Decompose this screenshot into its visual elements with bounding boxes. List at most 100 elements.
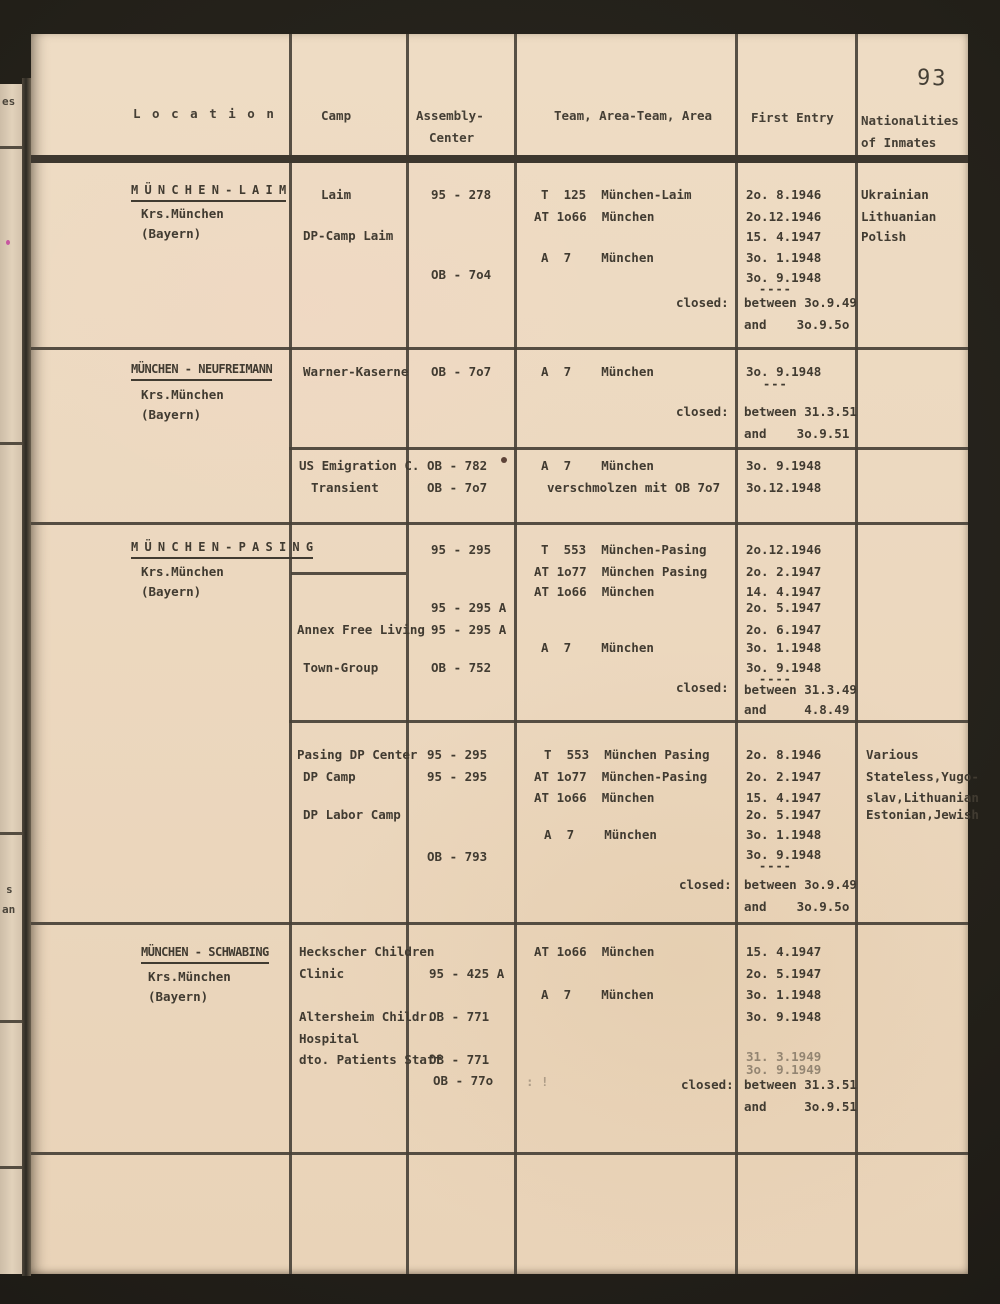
closed-between: between 31.3.51 (744, 404, 857, 419)
closed-between: between 3o.9.49 (744, 295, 857, 310)
location-kreis: Krs.München (141, 564, 224, 579)
first-entry-date: 3o. 1.1948 (746, 987, 822, 1002)
first-entry-date: 3o. 9.1948 (746, 1009, 822, 1024)
first-entry-date-faded: 3o. 9.1949 (746, 1062, 822, 1077)
edge-rule (0, 832, 22, 835)
row-rule (31, 347, 968, 350)
strike-dashes: ---- (759, 672, 792, 686)
edge-rule (0, 146, 22, 149)
assembly-code: 95 - 295 (427, 747, 488, 762)
strike-dashes: ---- (759, 282, 792, 296)
first-entry-date: 14. 4.1947 (746, 584, 822, 599)
team-entry: A 7 München (541, 987, 654, 1002)
camp-name: DP Labor Camp (303, 807, 401, 822)
camp-name: Altersheim Childr. (299, 1009, 435, 1024)
nationality: Various (866, 747, 919, 762)
first-entry-date: 2o. 8.1946 (746, 747, 822, 762)
location-title: M Ü N C H E N - P A S I N G (131, 540, 313, 559)
location-state: (Bayern) (148, 989, 209, 1004)
team-entry: T 553 München Pasing (544, 747, 710, 762)
camp-name: US Emigration C. (299, 458, 420, 473)
header-camp: Camp (321, 108, 352, 123)
first-entry-date: 2o. 2.1947 (746, 769, 822, 784)
first-entry-date: 3o. 1.1948 (746, 827, 822, 842)
assembly-code: OB - 771 (429, 1052, 490, 1067)
closed-and: and 3o.9.5o (744, 899, 850, 914)
document-page: 93 L o c a t i o n Camp Assembly- Center… (31, 34, 979, 1274)
team-entry: AT 1o66 München (534, 790, 655, 805)
facing-page-edge: es s an (0, 84, 22, 1274)
closed-and: and 3o.9.5o (744, 317, 850, 332)
assembly-code: 95 - 278 (431, 187, 492, 202)
closed-label: closed: (676, 404, 729, 419)
camp-name: Laim (321, 187, 352, 202)
first-entry-date: 3o.12.1948 (746, 480, 822, 495)
assembly-code: OB - 782 (427, 458, 488, 473)
assembly-code: OB - 771 (429, 1009, 490, 1024)
closed-between: between 3o.9.49 (744, 877, 857, 892)
edge-rule (0, 442, 22, 445)
first-entry-date: 3o. 9.1948 (746, 660, 822, 675)
assembly-code: OB - 752 (431, 660, 492, 675)
camp-name: Heckscher Children (299, 944, 435, 959)
first-entry-date: 3o. 9.1948 (746, 270, 822, 285)
first-entry-date: 2o. 6.1947 (746, 622, 822, 637)
cell-rule (291, 572, 406, 575)
camp-name: Warner-Kaserne (303, 364, 409, 379)
first-entry-date: 2o. 2.1947 (746, 564, 822, 579)
team-entry: AT 1o77 München-Pasing (534, 769, 708, 784)
column-rule (855, 34, 858, 1274)
header-team: Team, Area-Team, Area (554, 108, 713, 123)
closed-label: closed: (679, 877, 732, 892)
camp-name: DP Camp (303, 769, 356, 784)
nationality: Polish (861, 229, 907, 244)
row-rule (31, 522, 968, 525)
location-state: (Bayern) (141, 226, 202, 241)
camp-name: Clinic (299, 966, 345, 981)
location-title: MÜNCHEN - NEUFREIMANN (131, 362, 273, 381)
assembly-code: 95 - 295 A (431, 622, 507, 637)
team-entry: A 7 München (544, 827, 657, 842)
nationality: Estonian,Jewish (866, 807, 979, 822)
assembly-code: OB - 7o7 (431, 364, 492, 379)
closed-between: between 31.3.51 (744, 1077, 857, 1092)
strike-dashes: ---- (759, 859, 792, 873)
ink-dot (501, 457, 507, 463)
team-entry: T 125 München-Laim (541, 187, 692, 202)
column-rule (735, 34, 738, 1274)
location-kreis: Krs.München (141, 387, 224, 402)
nationality: slav,Lithuanian (866, 790, 979, 805)
column-rule (406, 34, 409, 1274)
header-location: L o c a t i o n (133, 106, 276, 121)
camp-name: DP-Camp Laim (303, 228, 394, 243)
nationality: Stateless,Yugo- (866, 769, 979, 784)
closed-label: closed: (676, 680, 729, 695)
edge-rule (0, 1020, 22, 1023)
strike-dashes: --- (763, 377, 788, 391)
location-state: (Bayern) (141, 407, 202, 422)
assembly-code: 95 - 295 (427, 769, 488, 784)
first-entry-date: 2o.12.1946 (746, 542, 822, 557)
first-entry-date: 2o.12.1946 (746, 209, 822, 224)
team-entry: AT 1o66 München (534, 944, 655, 959)
closed-label: closed: (681, 1077, 734, 1092)
assembly-code: OB - 7o7 (427, 480, 488, 495)
first-entry-date: 15. 4.1947 (746, 944, 822, 959)
team-entry: AT 1o66 München (534, 584, 655, 599)
location-title: M Ü N C H E N - L A I M (131, 183, 286, 202)
page-number: 93 (916, 65, 948, 92)
header-assembly-line1: Assembly- (416, 108, 484, 123)
nationality: Ukrainian (861, 187, 929, 202)
assembly-code: OB - 793 (427, 849, 488, 864)
first-entry-date: 3o. 9.1948 (746, 364, 822, 379)
first-entry-date: 3o. 1.1948 (746, 640, 822, 655)
nationality: Lithuanian (861, 209, 937, 224)
camp-name: dto. Patients Staff (299, 1052, 442, 1067)
team-entry: A 7 München (541, 458, 654, 473)
pink-ink-dot (6, 240, 10, 245)
camp-name: Hospital (299, 1031, 360, 1046)
row-rule (31, 922, 968, 925)
closed-between: between 31.3.49 (744, 682, 857, 697)
location-state: (Bayern) (141, 584, 202, 599)
